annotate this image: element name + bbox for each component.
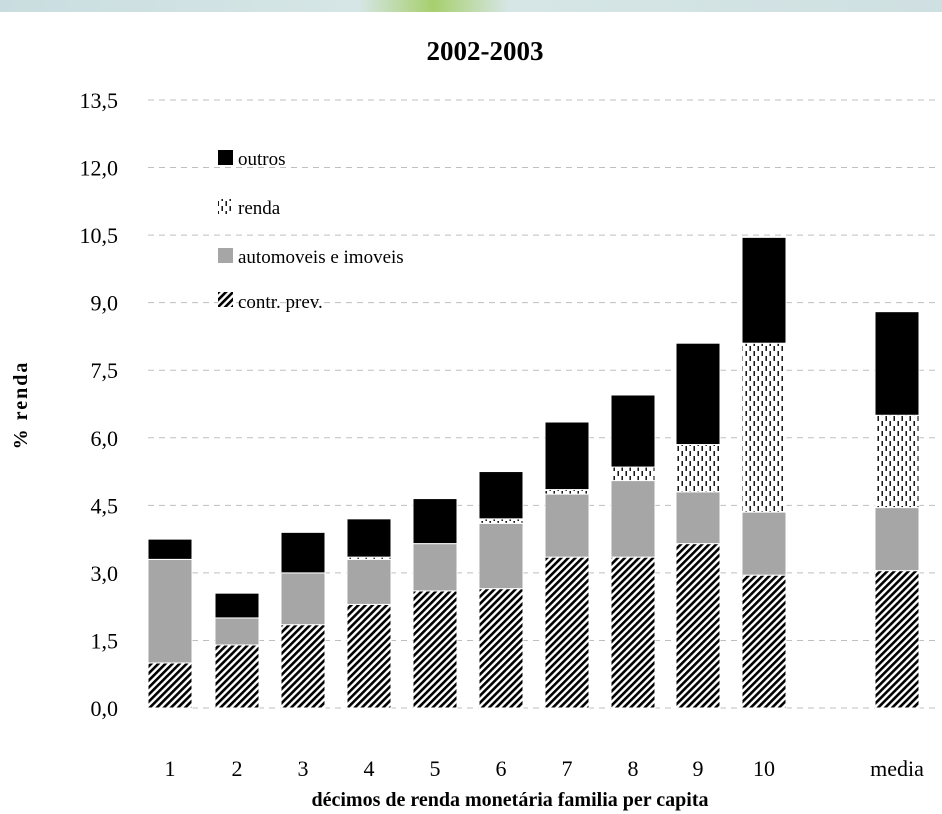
x-tick-label: 6	[496, 756, 507, 781]
y-tick-label: 9,0	[91, 291, 119, 316]
bar-contr-prev-3	[280, 624, 326, 709]
legend-item-outros: outros	[218, 149, 286, 170]
bar-outros-1	[147, 538, 193, 560]
bar-stack-1	[147, 538, 193, 709]
y-tick-label: 1,5	[91, 628, 119, 653]
top-decorative-band	[0, 0, 942, 12]
x-axis-label: décimos de renda monetária familia per c…	[312, 789, 709, 811]
bar-renda-8	[610, 466, 656, 482]
bar-contr-prev-media	[874, 570, 920, 709]
bar-stack-10	[741, 236, 787, 709]
legend-item-contr-prev: contr. prev.	[218, 292, 323, 313]
y-tick-label: 4,5	[91, 493, 119, 518]
bar-contr-prev-6	[478, 588, 524, 709]
bar-outros-10	[741, 236, 787, 344]
x-tick-label: 7	[562, 756, 573, 781]
y-tick-label: 0,0	[91, 696, 119, 721]
legend-item-renda: renda	[218, 198, 281, 219]
x-tick-label: 1	[165, 756, 176, 781]
legend-label-automoveis-e-imoveis: automoveis e imoveis	[238, 247, 404, 268]
y-axis-label: % renda	[10, 361, 32, 450]
y-tick-label: 10,5	[80, 223, 119, 248]
bar-outros-6	[478, 471, 524, 520]
x-tick-label: 9	[693, 756, 704, 781]
bar-outros-media	[874, 311, 920, 416]
legend-label-renda: renda	[238, 198, 281, 219]
x-tick-label: 4	[364, 756, 375, 781]
legend-swatch-automoveis-e-imoveis	[218, 248, 233, 263]
x-tick-label: 2	[232, 756, 243, 781]
bar-stack-3	[280, 531, 326, 709]
bar-renda-6	[478, 518, 524, 524]
bars	[147, 236, 920, 709]
bar-automoveis-e-imoveis-6	[478, 522, 524, 590]
bar-contr-prev-8	[610, 556, 656, 709]
x-tick-label: 3	[298, 756, 309, 781]
y-axis-tick-labels: 0,0 1,5 3,0 4,5 6,0 7,5 9,0 10,5 12,0 13,5	[80, 88, 119, 721]
y-tick-label: 7,5	[91, 358, 119, 383]
y-tick-label: 3,0	[91, 561, 119, 586]
bar-automoveis-e-imoveis-2	[214, 617, 260, 646]
y-tick-label: 12,0	[80, 156, 119, 181]
x-tick-label: 10	[753, 756, 775, 781]
x-tick-label: media	[870, 756, 924, 781]
bar-outros-3	[280, 531, 326, 574]
bar-automoveis-e-imoveis-7	[544, 493, 590, 558]
bar-stack-4	[346, 518, 392, 709]
bar-contr-prev-9	[675, 543, 721, 709]
bar-stack-2	[214, 592, 260, 709]
bar-stack-9	[675, 342, 721, 709]
x-tick-label: 5	[430, 756, 441, 781]
bar-renda-9	[675, 444, 721, 493]
bar-automoveis-e-imoveis-4	[346, 558, 392, 605]
bar-automoveis-e-imoveis-1	[147, 558, 193, 664]
bar-stack-7	[544, 421, 590, 709]
bar-stack-5	[412, 498, 458, 709]
bar-automoveis-e-imoveis-9	[675, 491, 721, 545]
bar-outros-7	[544, 421, 590, 491]
bar-outros-4	[346, 518, 392, 558]
bar-automoveis-e-imoveis-3	[280, 572, 326, 626]
legend-swatch-outros	[218, 150, 233, 165]
legend: outros renda automoveis e imoveis contr.…	[218, 149, 404, 313]
y-tick-label: 6,0	[91, 426, 119, 451]
bar-contr-prev-5	[412, 590, 458, 709]
bar-contr-prev-4	[346, 603, 392, 709]
bar-contr-prev-7	[544, 556, 590, 709]
y-tick-label: 13,5	[80, 88, 119, 113]
bar-stack-8	[610, 394, 656, 709]
bar-renda-10	[741, 342, 787, 513]
bar-stack-6	[478, 471, 524, 709]
bar-automoveis-e-imoveis-media	[874, 507, 920, 572]
bar-automoveis-e-imoveis-5	[412, 543, 458, 592]
x-axis-tick-labels: 1 2 3 4 5 6 7 8 9 10 media	[165, 756, 925, 781]
bar-stack-media	[874, 311, 920, 709]
legend-item-automoveis-e-imoveis: automoveis e imoveis	[218, 247, 404, 268]
legend-swatch-contr-prev	[218, 292, 233, 307]
bar-contr-prev-2	[214, 644, 260, 709]
gridlines	[148, 99, 938, 709]
legend-label-outros: outros	[238, 149, 286, 170]
bar-outros-2	[214, 592, 260, 619]
bar-contr-prev-1	[147, 662, 193, 709]
bar-outros-5	[412, 498, 458, 545]
bar-outros-8	[610, 394, 656, 468]
x-tick-label: 8	[628, 756, 639, 781]
bar-renda-7	[544, 489, 590, 495]
chart-title: 2002-2003	[427, 36, 544, 66]
bar-automoveis-e-imoveis-8	[610, 480, 656, 558]
bar-automoveis-e-imoveis-10	[741, 511, 787, 576]
bar-renda-media	[874, 414, 920, 509]
bar-contr-prev-10	[741, 574, 787, 709]
legend-label-contr-prev: contr. prev.	[238, 292, 323, 313]
legend-swatch-renda	[218, 199, 233, 214]
bar-outros-9	[675, 342, 721, 446]
